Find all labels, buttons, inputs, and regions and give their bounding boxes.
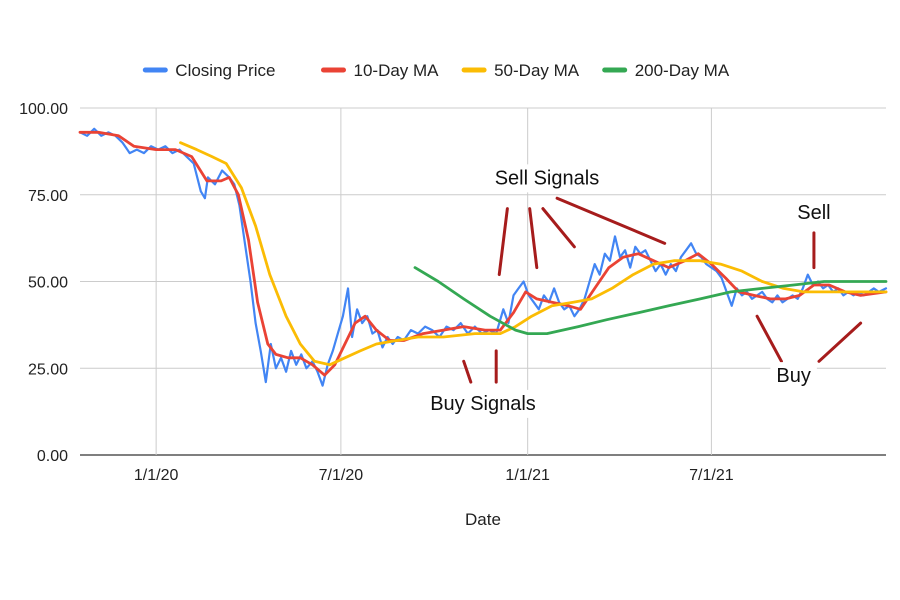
legend-item-10-day-ma: 10-Day MA — [321, 61, 440, 80]
y-tick-label: 50.00 — [28, 275, 68, 292]
series-line-closing-price — [78, 127, 888, 387]
x-tick-label: 1/1/21 — [505, 467, 550, 484]
annotation-label-bg — [791, 199, 837, 228]
x-tick-label: 7/1/20 — [319, 467, 364, 484]
series-layer — [78, 127, 888, 387]
legend-item-200-day-ma: 200-Day MA — [602, 61, 730, 80]
series-line-50-day-ma — [179, 141, 888, 367]
annotation-label-buy: Buy — [776, 365, 810, 387]
y-tick-label: 75.00 — [28, 188, 68, 205]
annotation-pointer-buy-signals — [462, 359, 473, 384]
y-tick-label: 100.00 — [19, 101, 68, 118]
legend-label: 200-Day MA — [635, 61, 730, 80]
series-line-10-day-ma — [78, 130, 888, 377]
grid-layer — [80, 107, 886, 456]
annotation-pointer-buy — [755, 314, 783, 363]
legend-item-50-day-ma: 50-Day MA — [461, 61, 580, 80]
annotation-label-sell-signals: Sell Signals — [495, 167, 600, 189]
annotation-pointer-sell-signals — [528, 207, 539, 270]
series-line-200-day-ma — [413, 266, 888, 336]
annotation-pointer-sell-signals — [541, 207, 576, 249]
legend-item-closing-price: Closing Price — [142, 61, 275, 80]
y-tick-label: 25.00 — [28, 361, 68, 378]
annotation-label-bg — [770, 362, 817, 391]
legend-label: 10-Day MA — [354, 61, 440, 80]
annotation-label-buy-signals: Buy Signals — [430, 393, 536, 415]
x-tick-label: 1/1/20 — [134, 467, 179, 484]
legend: Closing Price 10-Day MA 50-Day MA 200-Day M… — [142, 61, 730, 80]
legend-label: Closing Price — [175, 61, 275, 80]
annotation-layer: Sell Signals Buy Signals Sell Buy — [424, 164, 863, 418]
x-tick-label: 7/1/21 — [689, 467, 734, 484]
axis-layer: 0.00 25.00 50.00 75.00 100.00 1/1/20 7/1/20 1/1… — [19, 101, 734, 484]
annotation-pointer-buy — [817, 321, 863, 363]
annotation-pointer-sell-signals — [555, 196, 667, 245]
annotation-label-sell: Sell — [797, 202, 830, 224]
y-tick-label: 0.00 — [37, 448, 68, 465]
annotation-pointer-sell-signals — [497, 207, 509, 277]
x-axis-title: Date — [465, 510, 501, 529]
annotation-label-bg — [424, 389, 542, 418]
legend-label: 50-Day MA — [494, 61, 580, 80]
annotation-label-bg — [488, 164, 606, 193]
